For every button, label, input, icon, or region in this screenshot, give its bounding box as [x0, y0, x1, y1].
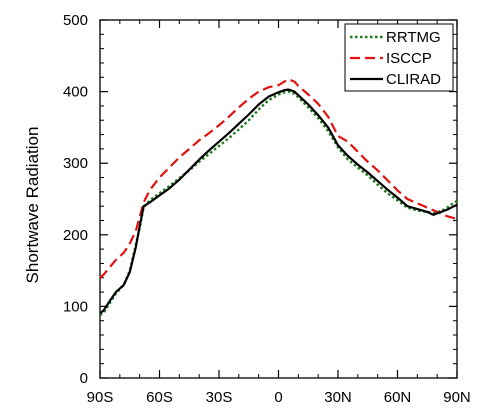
series-line-isccp — [99, 78, 458, 279]
x-tick-label: 30S — [206, 389, 233, 406]
y-tick-label: 100 — [63, 298, 88, 315]
y-tick-label: 200 — [63, 227, 88, 244]
x-tick-label: 60S — [146, 389, 173, 406]
y-tick-labels: 0 100 200 300 400 500 — [63, 12, 88, 387]
y-tick-label: 0 — [80, 370, 88, 387]
series-lines — [99, 78, 458, 316]
y-tick-label: 300 — [63, 155, 88, 172]
x-tick-labels: 90S 60S 30S 0 30N 60N 90N — [87, 389, 471, 406]
x-tick-label: 90N — [443, 389, 471, 406]
tick-marks — [99, 19, 458, 379]
legend: RRTMG ISCCP CLIRAD — [344, 23, 454, 92]
y-tick-label: 400 — [63, 84, 88, 101]
legend-label-rrtmg: RRTMG — [386, 29, 441, 46]
y-axis-title: Shortwave Radiation — [23, 127, 42, 284]
legend-label-isccp: ISCCP — [386, 50, 432, 67]
x-tick-label: 90S — [87, 389, 114, 406]
x-tick-label: 30N — [324, 389, 352, 406]
x-tick-label: 0 — [274, 389, 282, 406]
legend-label-clirad: CLIRAD — [386, 71, 441, 88]
x-tick-label: 60N — [384, 389, 412, 406]
series-line-clirad — [99, 88, 458, 315]
y-tick-label: 500 — [63, 12, 88, 29]
